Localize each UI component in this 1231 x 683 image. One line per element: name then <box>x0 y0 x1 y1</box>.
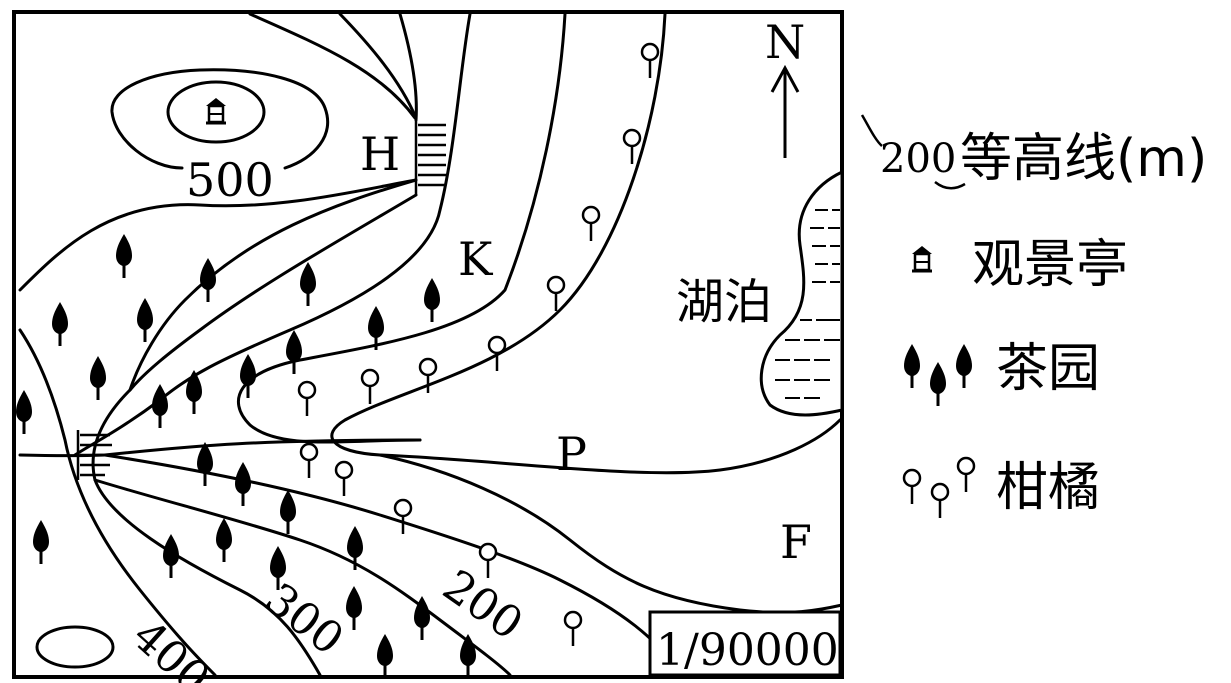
summit-inner-contour <box>166 80 266 144</box>
tea-icon <box>214 516 234 564</box>
map-frame <box>12 10 844 679</box>
contour-label-500: 500 <box>186 153 274 207</box>
legend-citrus-icon <box>956 456 976 494</box>
contour-west-e <box>103 453 682 677</box>
tea-icon <box>50 300 70 348</box>
contour-large-3 <box>330 12 842 475</box>
citrus-icon <box>622 128 642 166</box>
tea-icon <box>233 460 253 508</box>
contour-top-1 <box>248 12 417 120</box>
tea-icon <box>298 260 318 308</box>
citrus-icon <box>297 380 317 418</box>
contour-label-400: 400 <box>123 610 220 683</box>
label-f: F <box>780 515 812 569</box>
lake-label: 湖泊 <box>676 274 772 330</box>
tea-icon <box>198 256 218 304</box>
citrus-icon <box>393 498 413 536</box>
label-k: K <box>458 232 494 286</box>
contour-large-2 <box>237 12 567 444</box>
north-label: N <box>765 15 805 69</box>
contour-west-a <box>18 438 422 458</box>
label-p: P <box>556 427 587 481</box>
contour-spur-left <box>18 178 418 292</box>
tea-icon <box>150 382 170 430</box>
depression-contour <box>35 625 115 669</box>
legend-citrus-text: 柑橘 <box>996 458 1100 518</box>
cliff-hatch-h <box>414 120 446 195</box>
citrus-icon <box>299 442 319 480</box>
legend-contour-value: 200 <box>880 136 956 182</box>
tea-icon <box>422 276 442 324</box>
cliff-hatch-west <box>76 430 112 480</box>
legend-tea-icon <box>928 360 948 408</box>
legend-citrus-icon <box>930 482 950 520</box>
citrus-icon <box>546 275 566 313</box>
tea-icon <box>114 232 134 280</box>
tea-icon <box>184 368 204 416</box>
tea-icon <box>458 632 478 680</box>
legend-citrus-icon <box>902 468 922 506</box>
tea-icon <box>195 440 215 488</box>
contour-500 <box>110 68 330 170</box>
citrus-icon <box>360 368 380 406</box>
tea-icon <box>161 532 181 580</box>
legend-contour-sample <box>860 114 883 147</box>
contour-top-3 <box>398 12 418 122</box>
citrus-icon <box>334 460 354 498</box>
label-h: H <box>360 127 400 181</box>
legend-tea-icon <box>902 342 922 390</box>
citrus-icon <box>563 610 583 648</box>
contour-label-200: 200 <box>434 560 532 650</box>
legend-contour-text: 等高线(m) <box>960 129 1207 189</box>
legend-pavilion-icon <box>910 244 934 273</box>
tea-icon <box>88 354 108 402</box>
citrus-icon <box>581 205 601 243</box>
scale-box <box>648 610 842 677</box>
tea-icon <box>375 632 395 680</box>
legend-tea-icon <box>954 342 974 390</box>
legend: 200 等高线(m) 观景亭 茶园 柑橘 <box>860 114 1207 520</box>
contour-large-1 <box>73 12 472 457</box>
contour-west-c <box>91 388 322 677</box>
citrus-icon <box>487 335 507 373</box>
tea-icon <box>31 518 51 566</box>
contour-west-b <box>18 328 217 677</box>
north-arrow <box>770 64 800 158</box>
tea-icon <box>345 524 365 572</box>
citrus-icon <box>640 42 660 80</box>
contour-spur-outer <box>128 193 418 392</box>
tea-icon <box>135 296 155 344</box>
legend-pavilion-text: 观景亭 <box>972 235 1128 295</box>
tea-icon <box>284 328 304 376</box>
legend-tea-text: 茶园 <box>996 339 1100 399</box>
tea-icon <box>278 488 298 536</box>
tea-icon <box>14 388 34 436</box>
scale-label: 1/90000 <box>656 625 839 676</box>
pavilion-icon <box>204 96 228 125</box>
contour-top-2 <box>338 12 418 120</box>
legend-contour-underline <box>934 181 966 190</box>
contour-west-d <box>93 478 512 677</box>
contour-label-300: 300 <box>255 573 353 665</box>
lake <box>759 169 844 417</box>
contour-spur-inner <box>128 178 418 392</box>
